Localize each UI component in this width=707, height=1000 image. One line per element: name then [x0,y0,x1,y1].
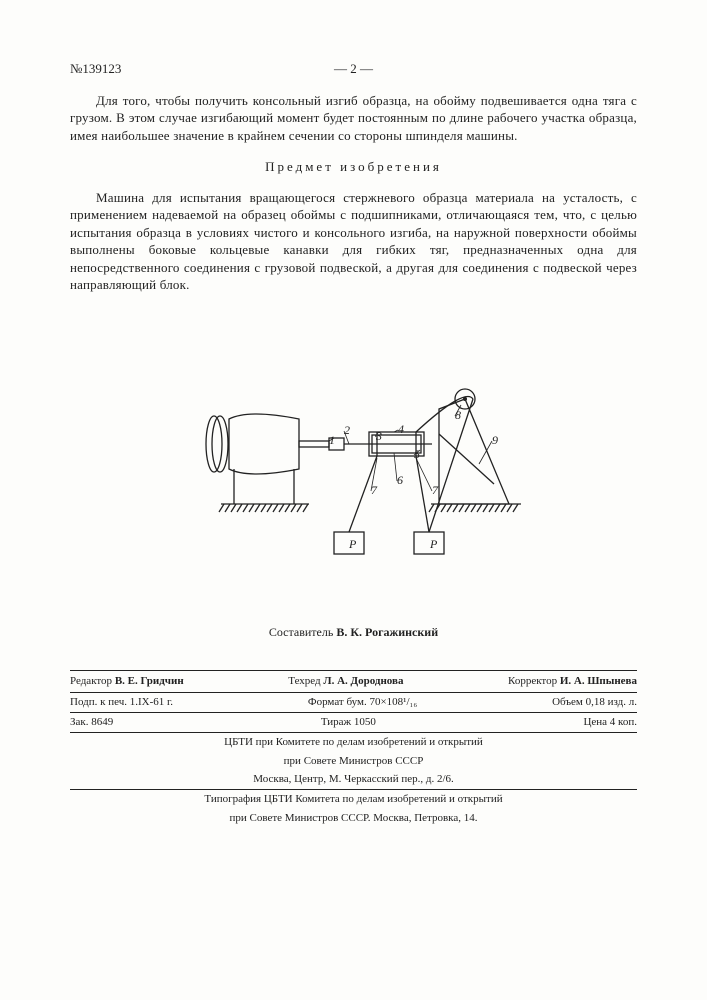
meta-r1c1: Подп. к печ. 1.IX-61 г. [70,695,173,710]
meta-r2c1: Зак. 8649 [70,715,113,730]
meta-row-2: Зак. 8649 Тираж 1050 Цена 4 коп. [70,713,637,733]
tech-editor: Техред Л. А. Дороднова [288,674,403,689]
compiler-line: Составитель В. К. Рогажинский [70,624,637,640]
paragraph-2: Машина для испытания вращающегося стержн… [70,189,637,294]
page-number: — 2 — [334,60,373,78]
meta-r1c3: Объем 0,18 изд. л. [552,695,637,710]
meta-row-1: Подп. к печ. 1.IX-61 г. Формат бум. 70×1… [70,693,637,713]
svg-text:5: 5 [414,447,420,461]
org-block-1: ЦБТИ при Комитете по делам изобретений и… [70,733,637,791]
svg-text:P: P [348,537,357,551]
corrector: Корректор И. А. Шпынева [508,674,637,689]
org-line-1: ЦБТИ при Комитете по делам изобретений и… [70,733,637,752]
org-line-5: при Совете Министров СССР. Москва, Петро… [70,809,637,828]
compiler-name: В. К. Рогажинский [336,625,438,639]
credits-row: Редактор В. Е. Гридчин Техред Л. А. Доро… [70,670,637,693]
svg-text:3: 3 [375,429,382,443]
editor: Редактор В. Е. Гридчин [70,674,184,689]
meta-r1c2: Формат бум. 70×108¹/₁₆ [308,695,417,710]
svg-text:7: 7 [432,483,439,497]
meta-r2c2: Тираж 1050 [321,715,376,730]
org-line-3: Москва, Центр, М. Черкасский пер., д. 2/… [70,770,637,789]
page: №139123 — 2 — №139123 Для того, чтобы по… [0,0,707,1000]
svg-text:6: 6 [397,473,403,487]
org-line-4: Типография ЦБТИ Комитета по делам изобре… [70,790,637,809]
org-line-2: при Совете Министров СССР [70,752,637,771]
svg-text:9: 9 [492,433,498,447]
meta-r2c3: Цена 4 коп. [583,715,637,730]
compiler-label: Составитель [269,625,333,639]
paragraph-1: Для того, чтобы получить консольный изги… [70,92,637,145]
svg-text:4: 4 [398,422,404,436]
svg-text:1: 1 [329,433,335,447]
doc-number: №139123 [70,60,121,78]
svg-text:P: P [429,537,438,551]
svg-text:2: 2 [344,423,350,437]
svg-text:7: 7 [371,483,378,497]
section-title: Предмет изобретения [70,158,637,176]
technical-diagram: 12 3 456 7 7 8 9 P P [174,324,534,584]
svg-text:8: 8 [455,408,461,422]
page-header: №139123 — 2 — №139123 [70,60,637,78]
